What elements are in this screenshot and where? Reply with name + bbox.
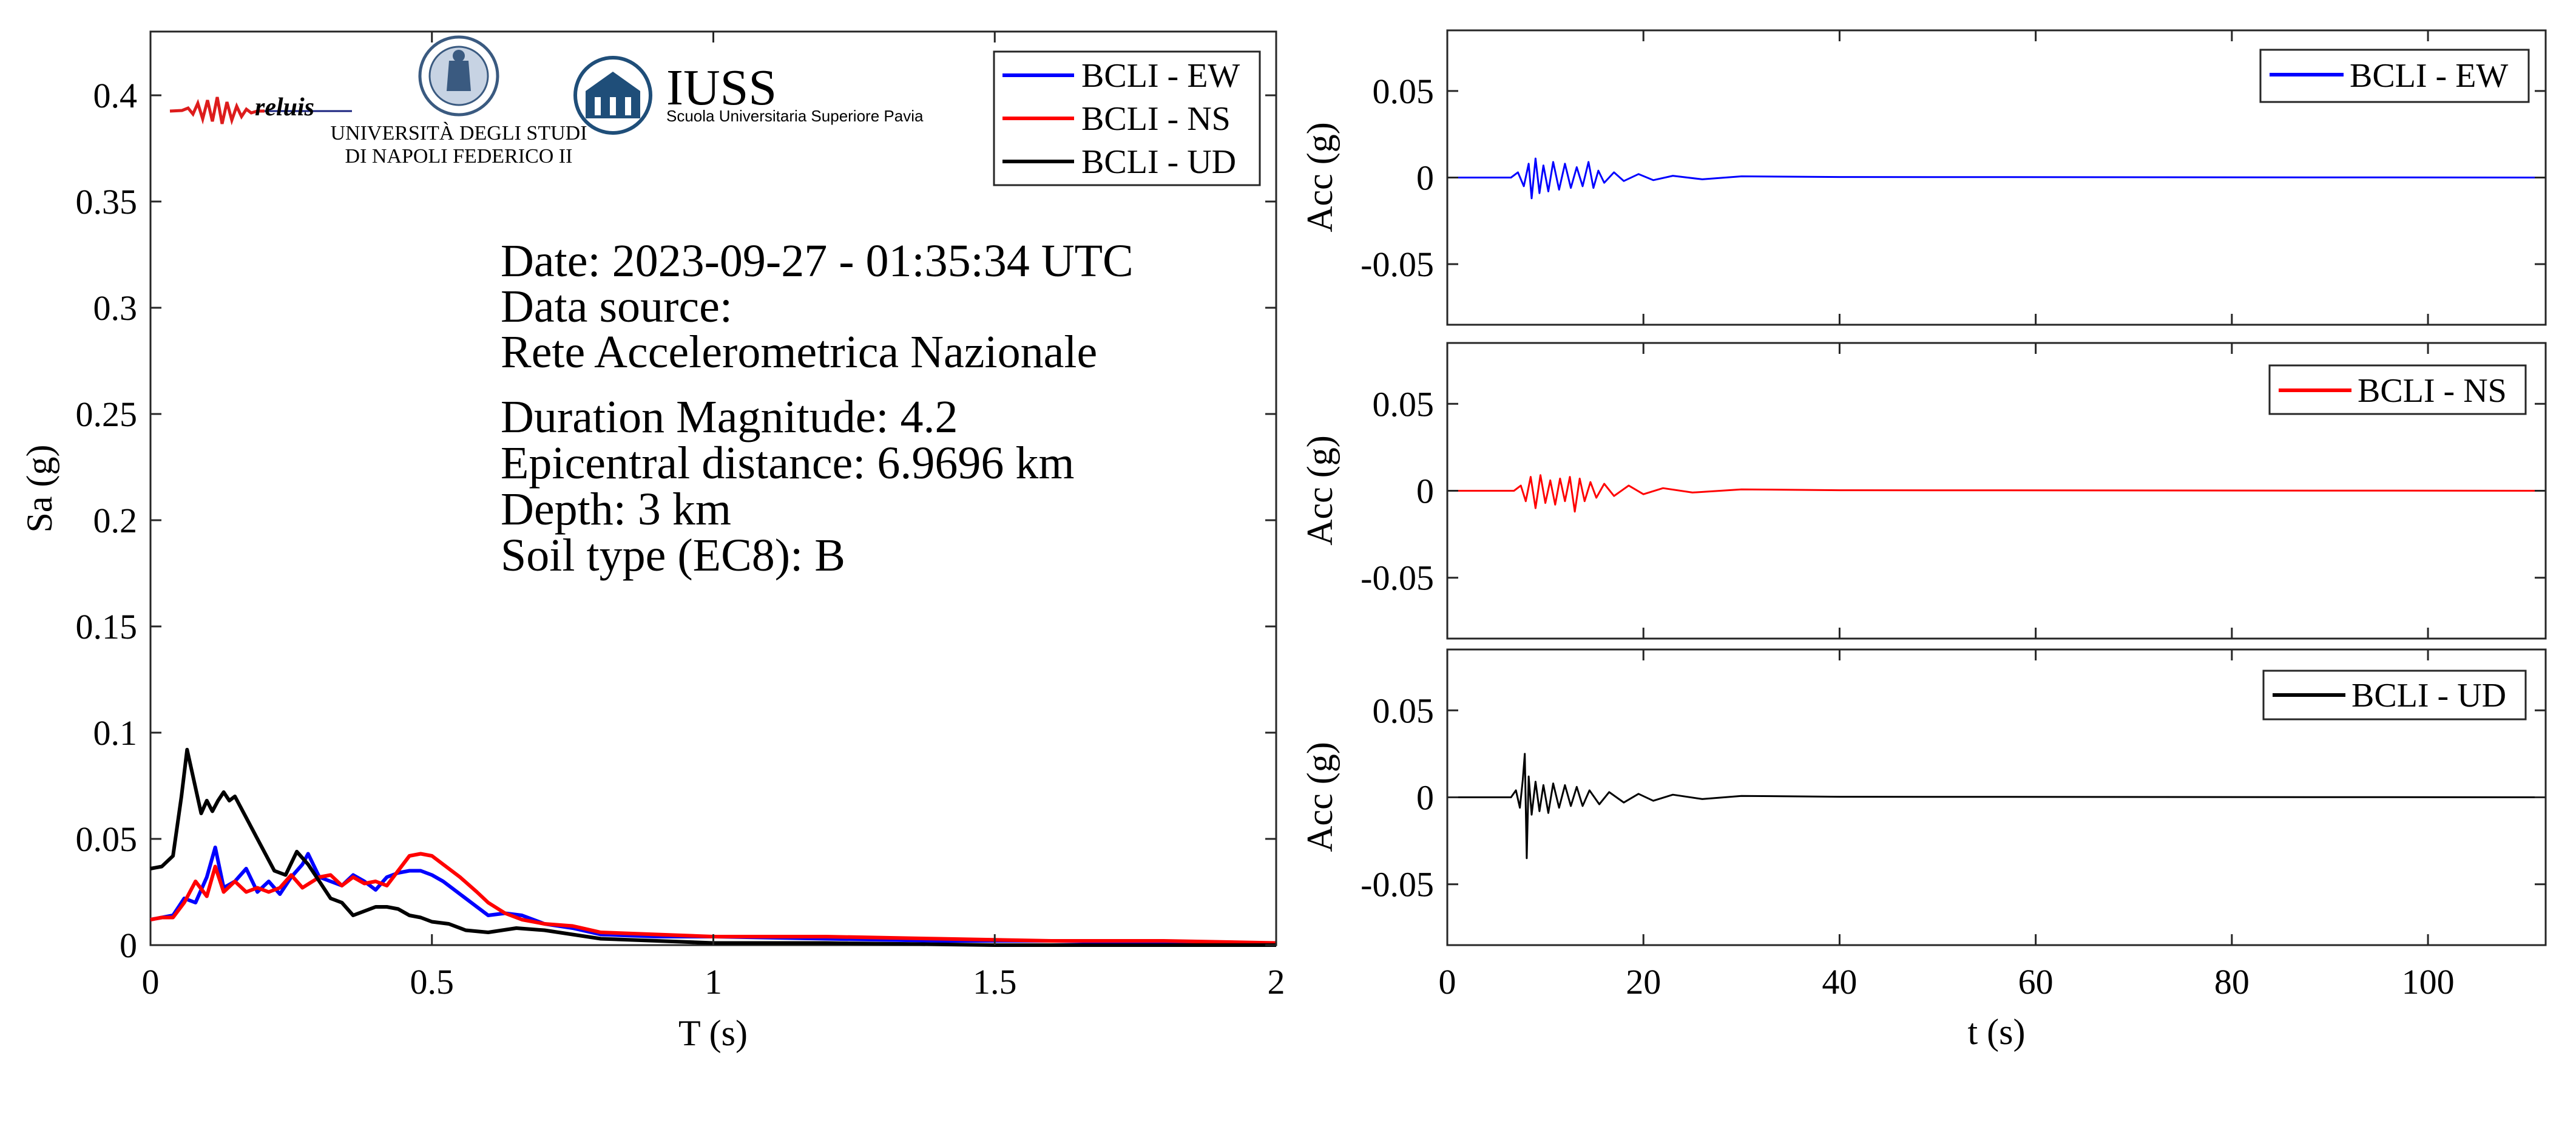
acc-ud-xtick-label: 60 xyxy=(2018,962,2054,1002)
spectrum-xtick-label: 2 xyxy=(1268,962,1285,1002)
unina-name-line1: UNIVERSITÀ DEGLI STUDI xyxy=(330,122,587,144)
spectrum-series-bcli-ud xyxy=(150,748,1276,947)
acc-ud-xtick-label: 0 xyxy=(1439,962,1456,1002)
legend-label-ns: BCLI - NS xyxy=(1081,100,1231,138)
info-source: Rete Accelerometrica Nazionale xyxy=(501,327,1097,378)
spectrum-series-bcli-ns xyxy=(150,852,1277,945)
acc-ud-xtick-label: 20 xyxy=(1626,962,1661,1002)
spectrum-xtick-label: 0 xyxy=(142,962,160,1002)
unina-name-line2: DI NAPOLI FEDERICO II xyxy=(345,145,573,168)
acc-ns-series-bcli-ns xyxy=(1447,474,2546,513)
acc-ew-series-bcli-ew xyxy=(1447,157,2546,200)
spectrum-ytick-label: 0.1 xyxy=(93,713,138,753)
spectrum-xlabel: T (s) xyxy=(678,1013,748,1053)
acc-ud-ytick-label: -0.05 xyxy=(1361,865,1434,904)
unina-logo: UNIVERSITÀ DEGLI STUDI DI NAPOLI FEDERIC… xyxy=(330,35,587,168)
info-date: Date: 2023-09-27 - 01:35:34 UTC xyxy=(501,236,1134,287)
acc-ns-ytick-label: -0.05 xyxy=(1361,558,1434,598)
acc-ew-ytick-label: 0.05 xyxy=(1373,72,1435,111)
acc-ew-ytick-label: 0 xyxy=(1416,158,1434,198)
reluis-wordmark: reluis xyxy=(255,93,314,121)
response-spectrum-chart: 0 0.05 0.1 0.15 0.2 0.25 0.3 0.35 0.4 0 0.5 1 1.5 2 S… xyxy=(19,30,1285,1053)
acc-ns-ytick-label: 0 xyxy=(1416,472,1434,511)
acc-ew-ytick-label: -0.05 xyxy=(1361,245,1434,284)
spectrum-ytick-label: 0.15 xyxy=(76,607,138,646)
acc-ud-xtick-label: 80 xyxy=(2214,962,2250,1002)
legend-label-ud: BCLI - UD xyxy=(1081,143,1236,181)
spectrum-ytick-label: 0.25 xyxy=(76,395,138,434)
acc-ns-ytick-label: 0.05 xyxy=(1373,384,1435,424)
acc-ud-ytick-label: 0.05 xyxy=(1373,691,1435,730)
spectrum-ytick-label: 0.05 xyxy=(76,819,138,859)
spectrum-ytick-label: 0 xyxy=(120,926,137,965)
acc-legend-label-ew: BCLI - EW xyxy=(2350,57,2508,95)
spectrum-xtick-label: 1.5 xyxy=(973,962,1017,1002)
acc-ud-xtick-label: 100 xyxy=(2402,962,2455,1002)
acc-xlabel: t (s) xyxy=(1968,1012,2026,1052)
reluis-logo: reluis xyxy=(169,93,352,126)
acc-ud-series-bcli-ud xyxy=(1447,753,2546,860)
spectrum-ytick-label: 0.2 xyxy=(93,501,138,540)
iuss-subtitle: Scuola Universitaria Superiore Pavia xyxy=(666,107,924,125)
acc-legend-box-ud xyxy=(2262,670,2527,721)
event-info: Date: 2023-09-27 - 01:35:34 UTC Data sou… xyxy=(501,236,1134,581)
info-distance: Epicentral distance: 6.9696 km xyxy=(501,438,1075,489)
spectrum-ylabel: Sa (g) xyxy=(19,445,59,533)
spectrum-legend: BCLI - EW BCLI - NS BCLI - UD xyxy=(993,50,1261,186)
acc-legend-label-ns: BCLI - NS xyxy=(2358,372,2507,410)
acc-panel-ns: -0.05 0 0.05 Acc (g) BCLI - NS xyxy=(1300,342,2547,640)
acc-ylabel-ns: Acc (g) xyxy=(1300,435,1340,546)
iuss-logo: IUSS Scuola Universitaria Superiore Pavi… xyxy=(573,56,924,135)
acc-panel-ew: -0.05 0 0.05 Acc (g) BCLI - EW xyxy=(1300,29,2547,326)
spectrum-xtick-label: 1 xyxy=(705,962,722,1002)
spectrum-xtick-label: 0.5 xyxy=(410,962,455,1002)
acc-ylabel-ud: Acc (g) xyxy=(1300,742,1340,852)
acc-ud-xtick-label: 40 xyxy=(1822,962,1857,1002)
acc-ud-ytick-label: 0 xyxy=(1416,778,1434,818)
spectrum-ytick-label: 0.3 xyxy=(93,288,138,328)
info-depth: Depth: 3 km xyxy=(501,484,731,535)
acc-panel-ud: -0.05 0 0.05 0 20 40 60 80 100 Acc (g) BCLI - UD… xyxy=(1300,648,2547,1052)
legend-label-ew: BCLI - EW xyxy=(1081,57,1240,95)
iuss-title: IUSS xyxy=(666,59,777,116)
acc-legend-label-ud: BCLI - UD xyxy=(2351,677,2506,714)
reluis-seismogram-icon xyxy=(169,97,265,126)
spectrum-ytick-label: 0.35 xyxy=(76,182,138,222)
info-magnitude: Duration Magnitude: 4.2 xyxy=(501,392,958,443)
spectrum-ytick-label: 0.4 xyxy=(93,76,138,115)
info-soil: Soil type (EC8): B xyxy=(501,530,845,581)
acc-ylabel-ew: Acc (g) xyxy=(1300,122,1340,232)
info-source-label: Data source: xyxy=(501,281,732,332)
